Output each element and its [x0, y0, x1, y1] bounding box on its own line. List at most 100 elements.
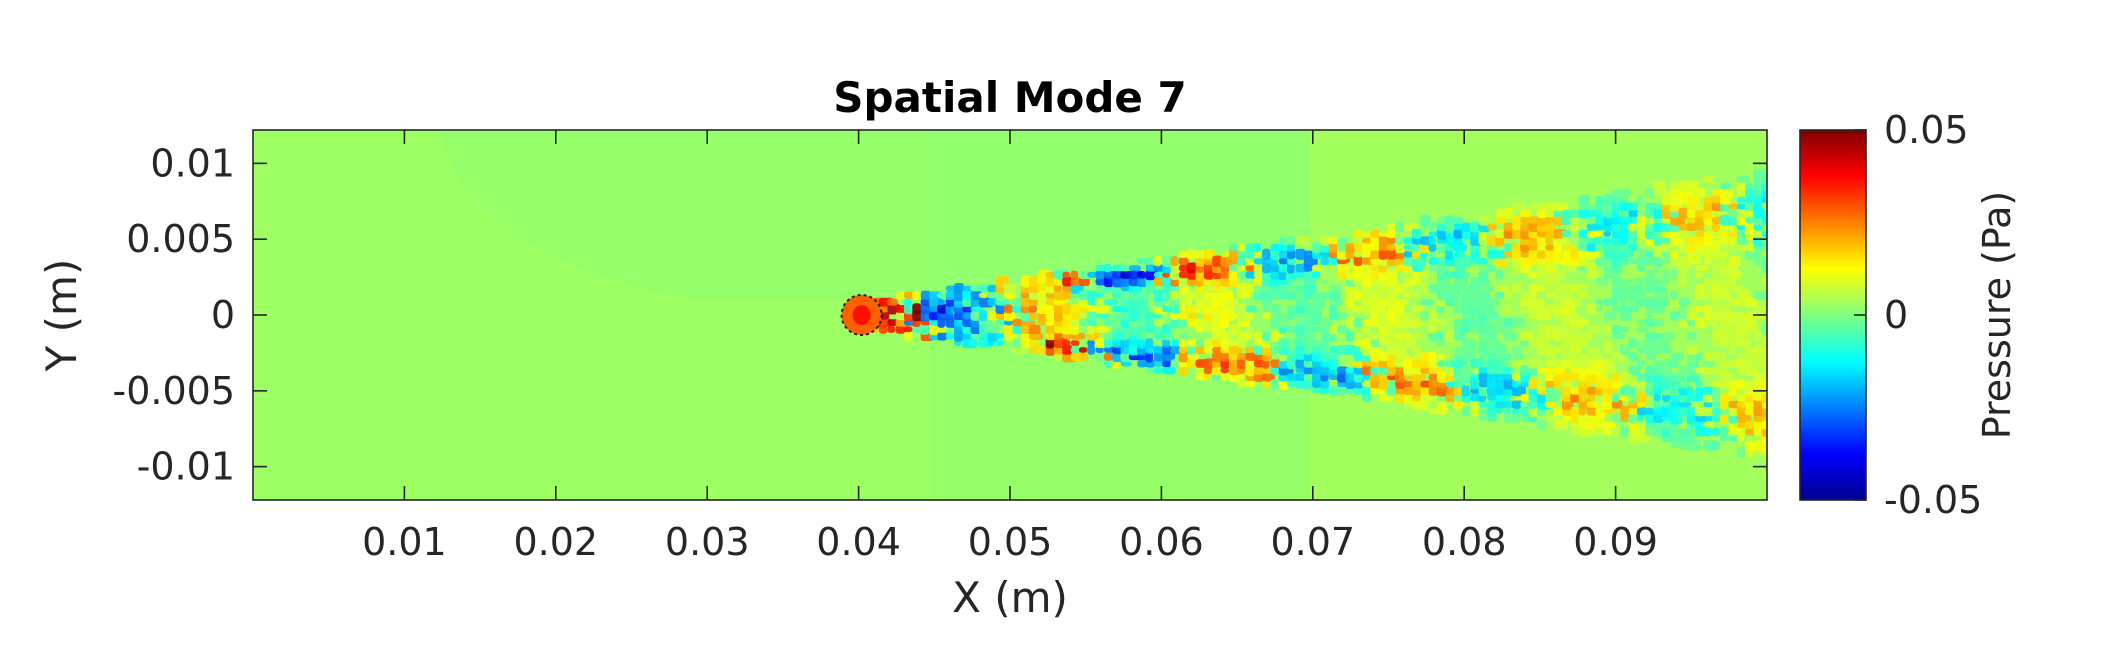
field-cell-936 — [1436, 282, 1447, 295]
field-cell-1480 — [1628, 305, 1640, 312]
field-cell-494 — [1245, 332, 1254, 340]
field-cell-1675 — [1686, 319, 1696, 327]
field-cell-605 — [1295, 283, 1305, 293]
field-cell-1177 — [1528, 303, 1539, 315]
field-cell-300 — [1137, 258, 1149, 265]
field-cell-853 — [1403, 332, 1412, 340]
field-cell-939 — [1436, 263, 1450, 273]
field-cell-1544 — [1645, 208, 1656, 218]
field-cell-1383 — [1595, 277, 1609, 286]
field-cell-1291 — [1561, 244, 1575, 251]
field-cell-847 — [1403, 386, 1414, 396]
field-cell-1879 — [1745, 297, 1758, 307]
field-cell-1379 — [1595, 359, 1606, 368]
field-cell-1112 — [1503, 373, 1513, 381]
field-cell-1040 — [1478, 367, 1489, 374]
field-cell-775 — [1370, 229, 1381, 238]
field-cell-920 — [1428, 236, 1437, 245]
field-cell-344 — [1170, 345, 1181, 355]
field-cell-1318 — [1570, 209, 1581, 218]
field-cell-528 — [1262, 305, 1273, 313]
field-cell-932 — [1436, 318, 1447, 327]
field-cell-1388 — [1595, 215, 1607, 225]
field-cell-1581 — [1661, 421, 1673, 429]
field-cell-668 — [1328, 357, 1339, 370]
field-cell-1142 — [1511, 228, 1522, 239]
field-cell-1350 — [1586, 394, 1596, 401]
field-cell-784 — [1378, 325, 1389, 334]
field-cell-139 — [1028, 305, 1037, 313]
field-cell-486 — [1237, 249, 1246, 260]
field-cell-1790 — [1720, 285, 1728, 292]
field-cell-733 — [1362, 374, 1371, 381]
field-cell-1130 — [1511, 385, 1526, 397]
field-cell-423 — [1212, 339, 1223, 347]
field-cell-682 — [1337, 385, 1347, 396]
field-cell-161 — [1045, 292, 1057, 299]
field-cell-1185 — [1528, 236, 1540, 246]
field-cell-1752 — [1711, 331, 1722, 341]
field-cell-228 — [1095, 292, 1104, 299]
field-cell-484 — [1237, 264, 1248, 272]
field-cell-1644 — [1678, 379, 1690, 389]
field-cell-1619 — [1670, 359, 1679, 368]
field-cell-1750 — [1711, 351, 1726, 363]
field-cell-1225 — [1545, 360, 1555, 367]
field-cell-1894 — [1753, 414, 1765, 422]
field-cell-1706 — [1695, 236, 1706, 246]
field-cell-1425 — [1611, 333, 1626, 340]
field-cell-442 — [1220, 331, 1232, 342]
field-cell-1098 — [1495, 285, 1510, 292]
field-cell-816 — [1387, 269, 1398, 281]
y-tick-label-2: 0 — [211, 293, 235, 337]
field-cell-1344 — [1578, 194, 1590, 205]
field-cell-370 — [1178, 264, 1190, 272]
field-cell-1592 — [1661, 338, 1671, 348]
field-cell-1516 — [1636, 215, 1646, 225]
field-cell-1585 — [1661, 393, 1671, 402]
field-cell-929 — [1436, 360, 1445, 367]
field-cell-1060 — [1478, 214, 1493, 226]
field-cell-874 — [1412, 332, 1423, 340]
field-cell-83 — [970, 305, 983, 312]
field-cell-216 — [1087, 311, 1097, 321]
field-cell-1111 — [1503, 378, 1516, 390]
field-cell-77 — [962, 285, 973, 292]
field-cell-1268 — [1553, 202, 1568, 212]
field-cell-584 — [1287, 278, 1297, 285]
field-cell-820 — [1387, 237, 1396, 244]
field-cell-1324 — [1578, 393, 1587, 402]
field-cell-144 — [1037, 345, 1048, 355]
field-cell-1450 — [1620, 344, 1631, 356]
field-cell-910 — [1428, 351, 1437, 362]
field-cell-94 — [979, 284, 988, 293]
field-cell-545 — [1270, 304, 1281, 314]
field-cell-1698 — [1695, 316, 1707, 329]
field-cell-295 — [1137, 305, 1150, 313]
field-cell-604 — [1295, 291, 1306, 299]
field-cell-13 — [887, 298, 898, 306]
field-cell-1334 — [1578, 292, 1589, 298]
field-cell-731 — [1362, 385, 1371, 396]
field-cell-340 — [1162, 271, 1170, 278]
field-cell-1418 — [1611, 426, 1621, 437]
field-cell-1852 — [1736, 244, 1747, 251]
field-cell-95 — [987, 340, 996, 346]
field-cell-1552 — [1653, 393, 1661, 402]
field-cell-1449 — [1620, 371, 1633, 383]
field-cell-831 — [1395, 337, 1404, 349]
field-cell-196 — [1070, 312, 1082, 320]
field-cell-787 — [1378, 303, 1387, 315]
field-cell-543 — [1270, 316, 1281, 329]
field-cell-1293 — [1561, 230, 1572, 238]
field-cell-305 — [1145, 338, 1154, 349]
field-cell-1692 — [1695, 406, 1706, 417]
field-cell-453 — [1220, 251, 1230, 258]
field-cell-1216 — [1536, 208, 1547, 219]
field-cell-265 — [1120, 311, 1132, 321]
field-cell-500 — [1245, 264, 1256, 271]
field-cell-1597 — [1661, 258, 1670, 264]
field-cell-855 — [1403, 312, 1415, 319]
field-cell-1337 — [1578, 255, 1589, 267]
field-cell-869 — [1412, 374, 1427, 381]
